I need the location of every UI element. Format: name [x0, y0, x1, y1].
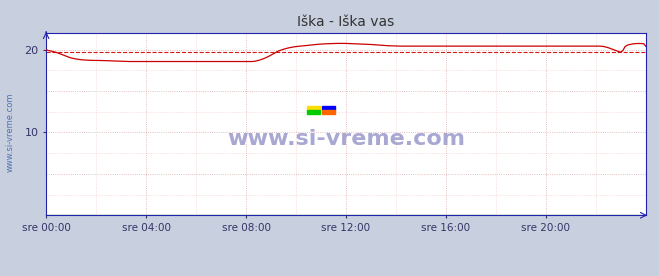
Title: Iška - Iška vas: Iška - Iška vas [297, 15, 395, 29]
Text: www.si-vreme.com: www.si-vreme.com [227, 129, 465, 149]
Bar [322, 110, 335, 114]
Text: www.si-vreme.com: www.si-vreme.com [5, 93, 14, 172]
Bar [322, 105, 335, 110]
Bar [307, 110, 320, 114]
Bar [307, 105, 320, 110]
